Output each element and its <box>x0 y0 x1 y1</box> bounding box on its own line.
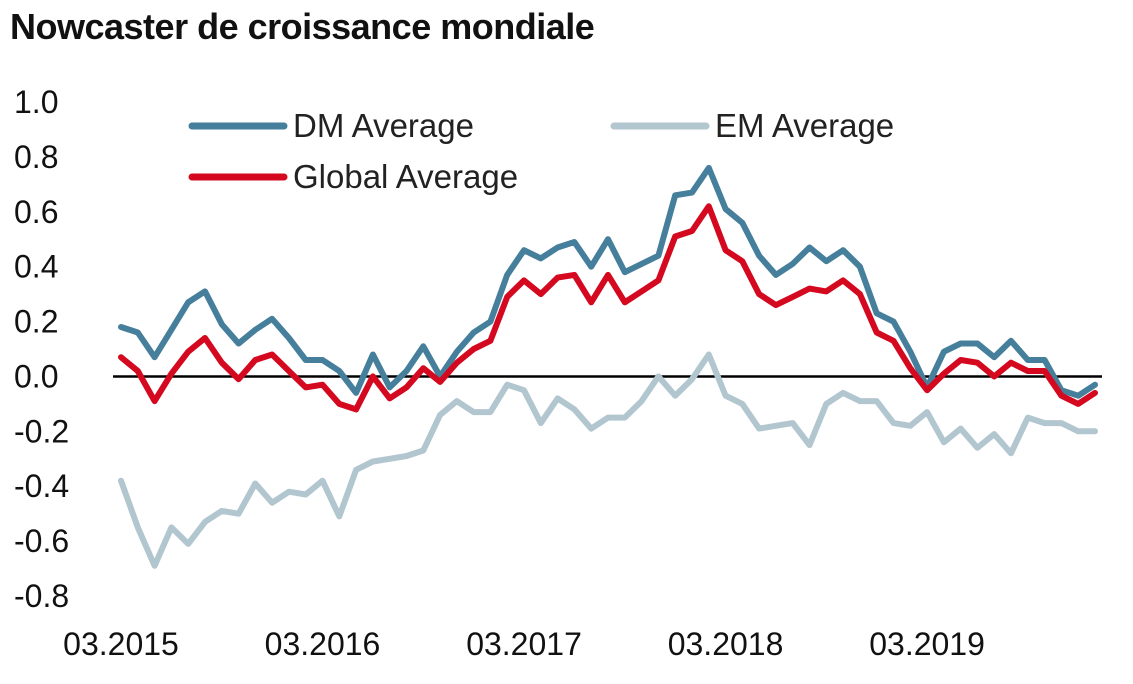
y-tick-label: -0.6 <box>14 523 69 559</box>
chart-title: Nowcaster de croissance mondiale <box>10 6 595 47</box>
y-tick-label: -0.4 <box>14 468 69 504</box>
legend-label-global-average: Global Average <box>293 158 518 195</box>
legend: DM Average EM Average Global Average <box>188 107 894 195</box>
x-axis-tick-labels: 03.2015 03.2016 03.2017 03.2018 03.2019 <box>63 626 985 662</box>
legend-label-em-average: EM Average <box>715 107 894 144</box>
y-tick-label: 0.0 <box>14 358 58 394</box>
y-tick-label: 0.2 <box>14 304 58 340</box>
series-lines <box>118 164 1098 569</box>
series-line-dm-average <box>118 164 1098 399</box>
x-tick-label: 03.2018 <box>668 626 784 662</box>
y-tick-label: -0.2 <box>14 413 69 449</box>
y-tick-label: 0.4 <box>14 249 58 285</box>
x-tick-label: 03.2019 <box>869 626 985 662</box>
series-line-global-average <box>118 203 1098 413</box>
y-tick-label: 0.8 <box>14 139 58 175</box>
y-axis-tick-labels: 1.0 0.8 0.6 0.4 0.2 0.0 -0.2 -0.4 -0.6 -0.8 <box>14 84 69 614</box>
x-tick-label: 03.2016 <box>265 626 381 662</box>
series-line-em-average <box>118 351 1098 569</box>
legend-label-dm-average: DM Average <box>293 107 474 144</box>
x-tick-label: 03.2017 <box>466 626 582 662</box>
y-tick-label: 1.0 <box>14 84 58 120</box>
x-tick-label: 03.2015 <box>63 626 179 662</box>
y-tick-label: -0.8 <box>14 578 69 614</box>
y-tick-label: 0.6 <box>14 194 58 230</box>
